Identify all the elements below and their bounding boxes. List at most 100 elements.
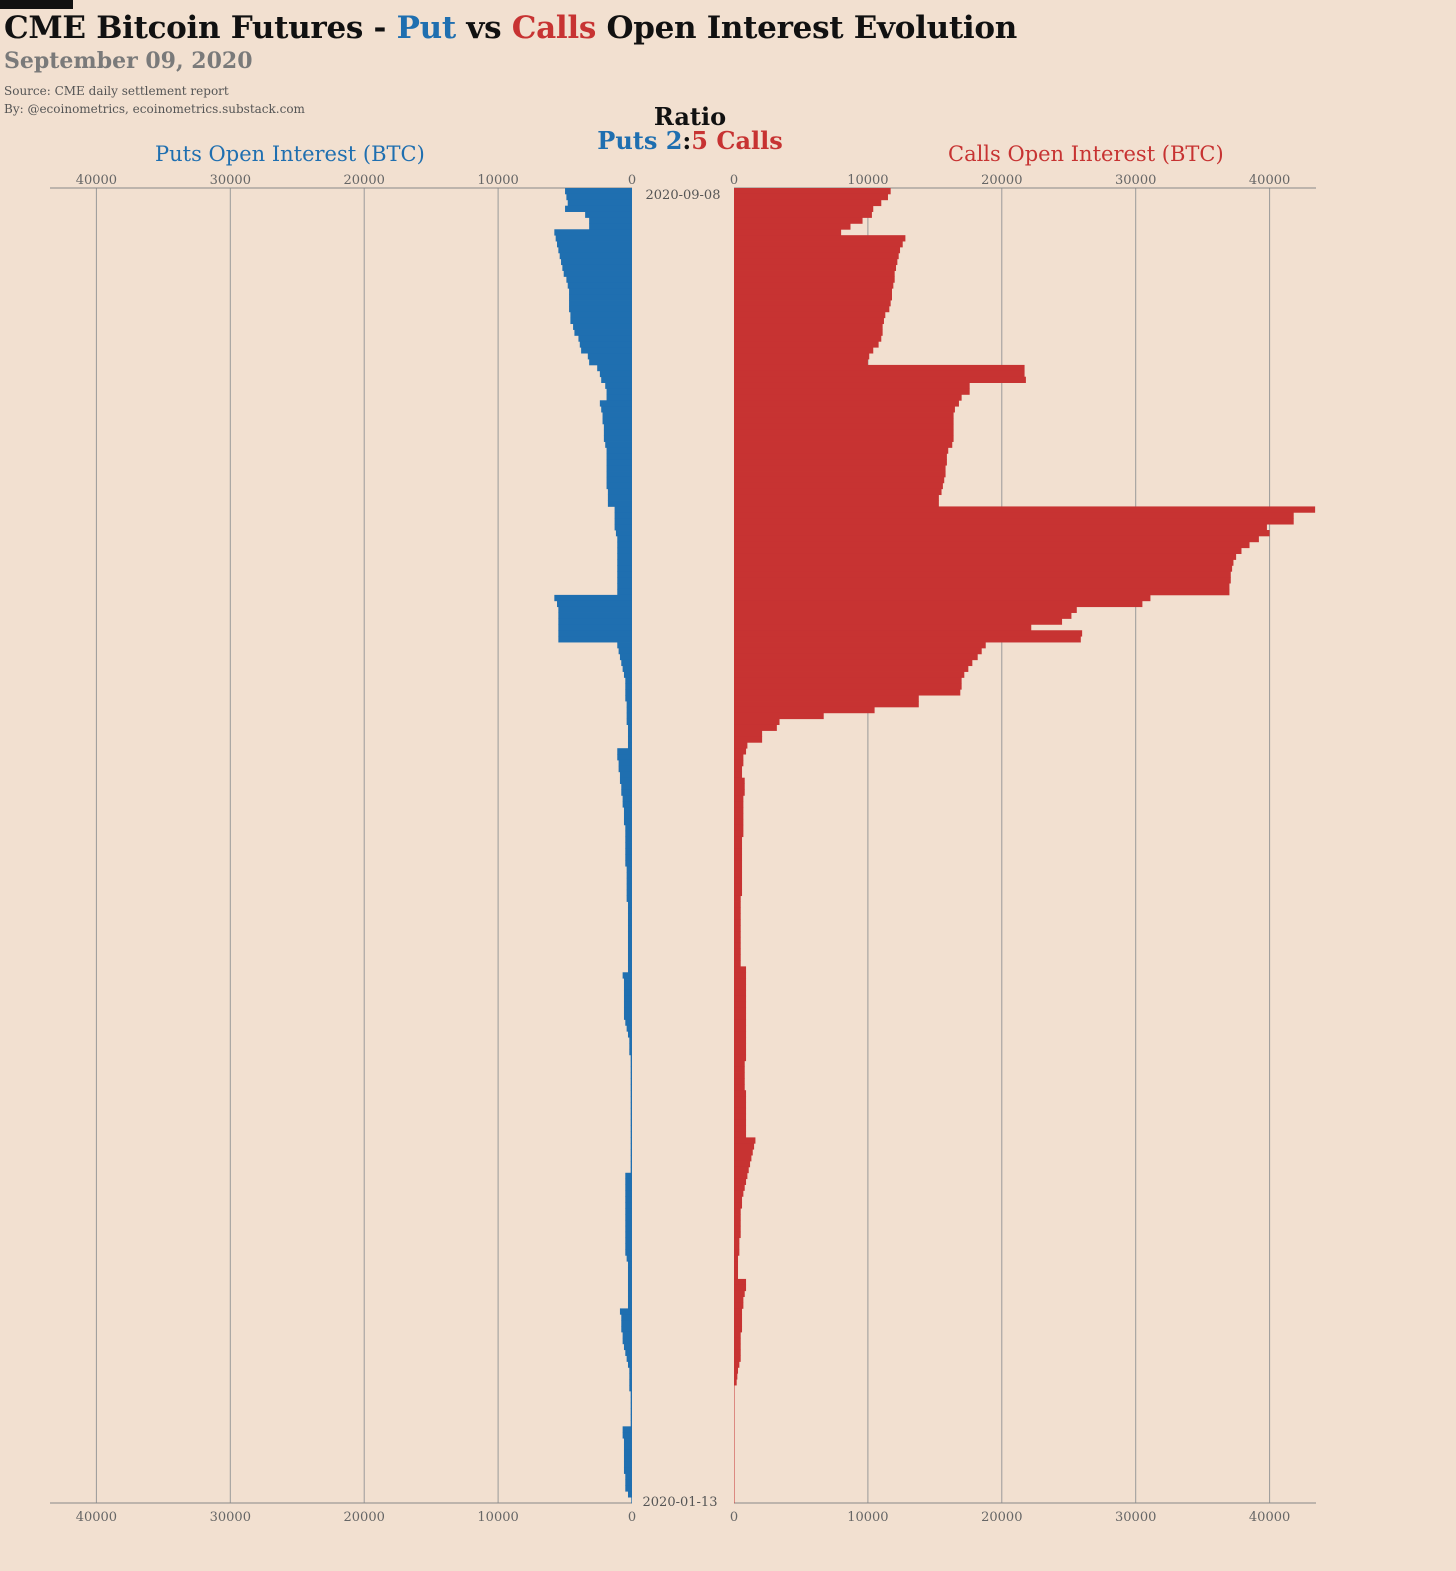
call-bar xyxy=(734,246,901,254)
call-bar xyxy=(734,1249,740,1256)
put-bar xyxy=(625,683,632,690)
call-bar xyxy=(734,1037,747,1044)
put-bar xyxy=(606,459,632,466)
put-bar xyxy=(627,948,632,955)
put-bar xyxy=(626,866,632,873)
put-bar xyxy=(618,759,632,767)
call-bar xyxy=(734,317,884,325)
put-bar xyxy=(578,335,632,342)
call-bar xyxy=(734,1379,737,1386)
call-bar xyxy=(734,1096,747,1103)
call-bar xyxy=(734,883,743,891)
put-bar xyxy=(625,1219,632,1227)
put-bar xyxy=(630,1054,632,1062)
call-bar xyxy=(734,429,954,437)
put-bar xyxy=(622,972,632,979)
call-bar xyxy=(734,736,763,743)
call-bar xyxy=(734,1143,755,1150)
call-bar xyxy=(734,748,747,755)
put-bar xyxy=(554,594,632,602)
put-bar xyxy=(606,482,632,490)
put-bar xyxy=(623,1455,632,1463)
put-bar xyxy=(617,559,632,566)
call-bar xyxy=(734,765,743,773)
call-bar xyxy=(734,1267,739,1274)
put-bar xyxy=(563,270,632,277)
call-bar xyxy=(734,518,1294,525)
call-bar xyxy=(734,258,898,266)
call-bar xyxy=(734,205,874,212)
call-bar xyxy=(734,188,891,195)
call-bar xyxy=(734,459,947,466)
call-bar xyxy=(734,801,744,808)
put-bar xyxy=(565,188,632,195)
put-bar xyxy=(617,642,632,649)
put-bar xyxy=(562,264,632,271)
put-bar xyxy=(558,246,632,254)
put-bar xyxy=(605,441,632,448)
call-bar xyxy=(734,294,893,301)
call-bar xyxy=(734,1202,743,1209)
put-bar xyxy=(625,1485,632,1492)
put-bar xyxy=(587,353,632,360)
calls-bottom-tick-1: 10000 xyxy=(847,1510,888,1525)
call-bar xyxy=(734,417,954,425)
put-bar xyxy=(617,577,632,584)
call-bar xyxy=(734,335,882,342)
call-bar xyxy=(734,252,899,260)
ratio-puts: Puts 2 xyxy=(597,126,683,155)
call-bar xyxy=(734,1172,748,1180)
title-put: Put xyxy=(396,10,457,46)
put-bar xyxy=(617,535,632,543)
put-bar xyxy=(621,659,632,667)
call-bar xyxy=(734,1243,740,1250)
call-bar xyxy=(734,1314,743,1321)
put-bar xyxy=(618,647,632,655)
call-bar xyxy=(734,695,919,702)
call-bar xyxy=(734,759,744,767)
put-bar xyxy=(570,311,632,319)
put-bar xyxy=(621,1320,632,1327)
call-bar xyxy=(734,382,970,389)
put-bar xyxy=(606,476,632,484)
call-bar xyxy=(734,1308,743,1315)
call-bar xyxy=(734,931,741,938)
put-bar xyxy=(629,1048,632,1056)
call-bar xyxy=(734,718,780,726)
call-bar xyxy=(734,689,961,696)
call-bar xyxy=(734,647,982,655)
put-bar xyxy=(625,1243,632,1250)
call-bar xyxy=(734,612,1072,619)
ratio-values: Puts 2:5 Calls xyxy=(540,126,840,155)
call-bar xyxy=(734,948,741,955)
call-bar xyxy=(734,1497,735,1504)
put-bar xyxy=(617,547,632,555)
put-bar xyxy=(558,630,632,637)
put-bar xyxy=(627,1290,632,1298)
call-bar xyxy=(734,1072,745,1079)
put-bar xyxy=(626,712,632,720)
put-bar xyxy=(629,1373,632,1380)
put-bar xyxy=(622,1337,632,1345)
put-bar xyxy=(559,252,632,260)
put-bar xyxy=(607,500,632,507)
call-bar xyxy=(734,836,743,843)
put-bar xyxy=(558,612,632,619)
call-bar xyxy=(734,807,744,814)
puts-bottom-tick-4: 40000 xyxy=(76,1510,117,1525)
call-bar xyxy=(734,435,954,442)
put-bar xyxy=(627,942,632,950)
put-bar xyxy=(617,748,632,755)
put-bar xyxy=(630,1060,632,1068)
put-bar xyxy=(627,730,632,737)
call-bar xyxy=(734,1473,735,1480)
put-bar xyxy=(570,317,632,325)
put-bar xyxy=(629,1037,632,1044)
put-bar xyxy=(625,824,632,832)
call-bar xyxy=(734,677,962,684)
call-bar xyxy=(734,830,744,838)
call-bar xyxy=(734,783,745,790)
call-bar xyxy=(734,565,1233,572)
call-bar xyxy=(734,600,1143,608)
put-bar xyxy=(626,877,632,885)
